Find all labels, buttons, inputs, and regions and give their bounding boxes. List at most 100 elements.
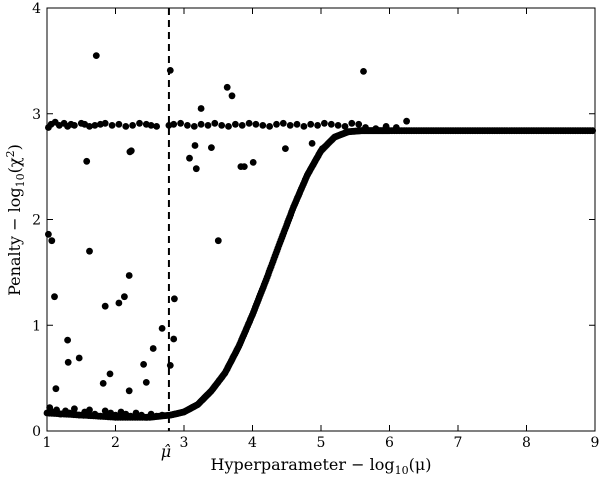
data-point: [286, 122, 294, 129]
x-tick-label: 8: [522, 435, 531, 451]
y-tick-label: 0: [32, 424, 41, 440]
data-point: [225, 123, 232, 130]
data-point: [166, 362, 174, 369]
data-point: [122, 123, 130, 130]
data-point: [166, 67, 174, 74]
data-point: [66, 409, 73, 417]
data-point: [121, 293, 128, 301]
x-tick-label: 4: [248, 435, 257, 451]
data-point: [314, 122, 321, 129]
data-point: [382, 123, 390, 130]
data-point: [238, 122, 246, 129]
data-point: [319, 145, 326, 153]
data-point: [125, 387, 133, 395]
data-point: [211, 119, 219, 127]
data-point: [147, 410, 155, 418]
data-point: [177, 119, 185, 127]
data-point: [170, 120, 178, 128]
x-tick-label: 7: [454, 435, 463, 451]
data-point: [184, 122, 191, 129]
data-point: [129, 122, 137, 129]
data-point: [348, 119, 356, 127]
data-point: [362, 124, 369, 131]
data-point: [45, 230, 52, 238]
data-point: [252, 120, 260, 128]
data-point: [52, 385, 60, 393]
data-point: [218, 122, 226, 129]
x-tick-label: 1: [43, 435, 52, 451]
data-point: [136, 119, 143, 127]
x-tick-label: 3: [180, 435, 189, 451]
data-point: [127, 412, 134, 420]
data-point: [48, 237, 56, 245]
data-point: [142, 379, 150, 386]
data-point: [108, 122, 116, 129]
data-point: [99, 380, 107, 387]
data-point: [223, 83, 231, 91]
x-tick-label: 6: [385, 435, 394, 451]
data-point: [341, 123, 349, 130]
data-point: [158, 411, 166, 419]
data-point: [279, 119, 287, 127]
curve-point: [589, 127, 596, 135]
data-point: [115, 299, 123, 307]
data-point: [140, 361, 148, 368]
data-point: [191, 142, 199, 149]
data-point: [170, 335, 178, 343]
data-point: [75, 411, 83, 419]
data-point: [91, 410, 99, 418]
data-point: [327, 120, 335, 128]
data-point: [97, 412, 104, 420]
data-point: [334, 122, 342, 129]
data-point: [86, 406, 93, 414]
data-point: [308, 140, 316, 147]
data-point: [232, 120, 239, 128]
data-point: [237, 163, 245, 171]
data-point: [86, 123, 93, 130]
data-point: [190, 123, 198, 130]
data-point: [91, 122, 99, 129]
data-point: [53, 406, 60, 414]
y-tick-label: 1: [32, 318, 41, 334]
data-point: [197, 105, 205, 112]
y-tick-label: 3: [32, 107, 41, 123]
data-point: [186, 154, 193, 162]
mu-hat-label: μ̂: [161, 442, 171, 461]
data-point: [147, 122, 155, 129]
data-point: [64, 336, 71, 344]
data-point: [273, 120, 280, 128]
data-point: [282, 145, 289, 153]
data-point: [197, 120, 205, 128]
data-point: [125, 272, 133, 279]
data-point: [153, 123, 161, 130]
data-point: [228, 92, 236, 100]
data-point: [86, 247, 93, 255]
data-point: [71, 405, 78, 413]
data-point: [192, 165, 200, 173]
data-point: [321, 119, 328, 127]
data-point: [259, 122, 267, 129]
data-point: [403, 117, 410, 125]
data-point: [171, 295, 178, 303]
data-point: [64, 358, 72, 366]
data-point: [115, 120, 123, 128]
data-point: [245, 119, 253, 127]
data-point: [300, 123, 308, 130]
data-point: [101, 119, 109, 127]
data-point: [307, 120, 315, 128]
y-tick-label: 4: [32, 1, 41, 17]
data-point: [372, 125, 380, 132]
data-point: [106, 370, 114, 378]
data-point: [208, 144, 215, 152]
data-point: [83, 157, 91, 165]
data-point: [75, 354, 83, 362]
x-axis-label: Hyperparameter − log10(μ): [211, 455, 432, 477]
data-point: [158, 325, 166, 332]
plot-background: [47, 8, 595, 431]
data-point: [204, 122, 212, 129]
data-point: [153, 412, 161, 420]
data-point: [360, 68, 367, 75]
